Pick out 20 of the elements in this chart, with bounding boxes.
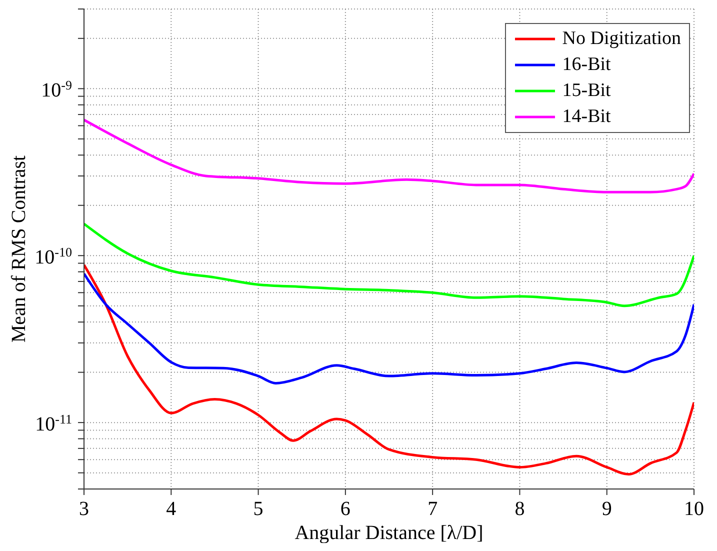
x-tick-label: 7 (428, 498, 438, 520)
x-tick-label: 9 (602, 498, 612, 520)
line-series (84, 264, 694, 476)
y-tick-label: 10$^{-11}$ (35, 411, 72, 436)
y-tick-label: 10$^{-10}$ (34, 244, 72, 269)
legend-label: No Digitization (562, 28, 681, 50)
y-tick-label: 10$^{-9}$ (41, 77, 72, 102)
x-tick-label: 10 (684, 498, 704, 520)
line-series (84, 222, 694, 308)
line-series (84, 272, 694, 384)
y-axis-title: Mean of RMS Contrast (8, 154, 30, 343)
x-tick-label: 4 (166, 498, 176, 520)
x-tick-label: 3 (79, 498, 89, 520)
x-axis-title: Angular Distance [λ/D] (294, 522, 484, 544)
legend-label: 15-Bit (562, 80, 611, 102)
x-tick-label: 6 (340, 498, 350, 520)
x-tick-label: 8 (514, 498, 525, 520)
legend-label: 16-Bit (562, 54, 611, 76)
legend-label: 14-Bit (562, 106, 611, 128)
x-tick-label: 5 (253, 498, 264, 520)
